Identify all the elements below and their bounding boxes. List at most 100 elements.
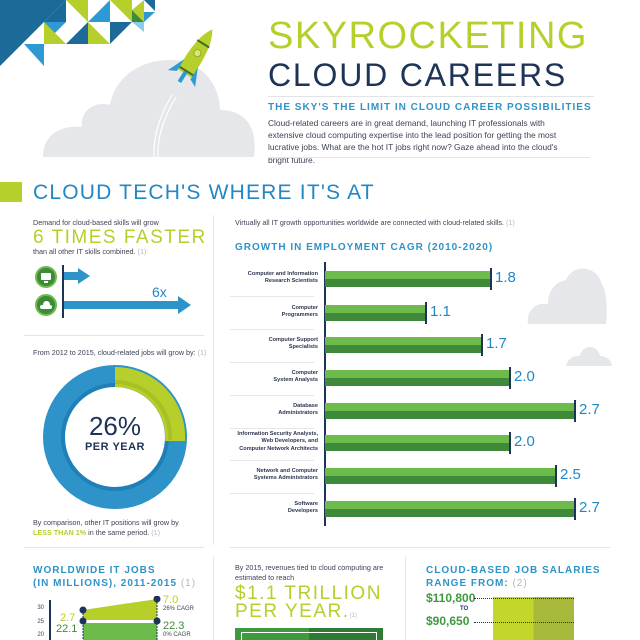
demand-tail-text: than all other IT skills combined. (1) xyxy=(33,247,147,256)
bar-cap xyxy=(509,432,511,454)
rocket-icon xyxy=(167,29,213,88)
revenue-headline-line1: $1.1 TRILLION xyxy=(235,583,382,604)
salary-to-label: TO xyxy=(460,606,469,612)
chart-axis xyxy=(324,262,326,526)
divider xyxy=(268,157,590,158)
row-separator xyxy=(230,395,314,396)
it-jobs-axis xyxy=(49,600,51,640)
bar-label: Database Administrators xyxy=(278,402,318,416)
column-divider xyxy=(213,215,214,545)
donut-value: 26% xyxy=(88,411,142,441)
cloud-decoration xyxy=(566,347,612,366)
bar-row: Computer System Analysts 2.0 xyxy=(230,361,640,393)
bar xyxy=(325,305,425,321)
bar xyxy=(325,435,509,451)
bar-label: Network and Computer Systems Administrato… xyxy=(253,467,318,481)
arrow-label-6x: 6x xyxy=(152,284,167,300)
bar-value: 2.5 xyxy=(560,466,581,483)
bar xyxy=(325,337,481,353)
page-title-line2: CLOUD CAREERS xyxy=(268,57,568,93)
monitor-icon xyxy=(35,266,57,288)
row-separator xyxy=(230,362,314,363)
divider xyxy=(24,547,204,548)
row-separator xyxy=(230,329,314,330)
triangle-pattern-decoration xyxy=(0,0,155,66)
bar-row: Information Security Analysts, Web Develo… xyxy=(230,426,640,458)
growth-donut-chart xyxy=(43,365,187,509)
bar-value: 2.7 xyxy=(579,401,600,418)
row-separator xyxy=(230,493,314,494)
bar-cap xyxy=(555,465,557,487)
bar-value: 1.7 xyxy=(486,335,507,352)
cloud-icon xyxy=(35,294,57,316)
donut-unit: PER YEAR xyxy=(84,441,146,453)
it-jobs-title: WORLDWIDE IT JOBS (IN MILLIONS), 2011-20… xyxy=(33,565,197,589)
bar-row: Software Developers 2.7 xyxy=(230,492,640,524)
bar-label: Computer Programmers xyxy=(281,304,318,318)
bar-cap xyxy=(574,400,576,422)
bar-row: Database Administrators 2.7 xyxy=(230,394,640,426)
salary-low-line xyxy=(474,622,574,623)
bar-label: Computer System Analysts xyxy=(273,369,318,383)
it-jobs-2011-cloud: 2.7 xyxy=(60,612,76,624)
salaries-title: CLOUD-BASED JOB SALARIES RANGE FROM: (2) xyxy=(426,565,601,589)
bar-row: Computer Programmers 1.1 xyxy=(230,296,640,328)
bar-cap xyxy=(481,334,483,356)
page-title-line1: SKYROCKETING xyxy=(268,15,588,57)
it-jobs-2015-cloud: 7.0 xyxy=(163,594,179,606)
bar-label: Computer Support Specialists xyxy=(268,336,318,350)
bar xyxy=(325,271,490,287)
bar-value: 2.0 xyxy=(514,433,535,450)
intro-paragraph: Cloud-related careers are in great deman… xyxy=(268,118,558,165)
row-separator xyxy=(230,460,314,461)
bar-row: Computer and Information Research Scienti… xyxy=(230,262,640,294)
section-marker xyxy=(0,182,22,202)
bar-cap xyxy=(509,367,511,389)
bar-value: 1.1 xyxy=(430,303,451,320)
bar-cap xyxy=(425,302,427,324)
bar xyxy=(325,501,574,517)
section-title: CLOUD TECH'S WHERE IT'S AT xyxy=(33,181,375,204)
bar xyxy=(325,468,555,484)
it-jobs-2015-cloud-note: 26% CAGR xyxy=(163,606,195,612)
it-jobs-yaxis-ticks: 30 25 20 xyxy=(37,605,44,638)
bar xyxy=(325,403,574,419)
donut-comparison-text: By comparison, other IT positions will g… xyxy=(33,518,179,537)
cloud-decoration xyxy=(527,268,607,324)
salary-bar xyxy=(493,597,574,640)
it-jobs-area-chart xyxy=(79,596,161,640)
salary-high-line xyxy=(474,598,574,599)
column-divider xyxy=(213,556,214,640)
it-jobs-2015-other-note: 0% CAGR xyxy=(163,632,191,638)
bar-cap xyxy=(490,268,492,290)
it-jobs-2015-other: 22.3 xyxy=(163,620,185,632)
demand-lead-text: Demand for cloud-based skills will grow xyxy=(33,218,159,227)
bar xyxy=(325,370,509,386)
bar-value: 2.7 xyxy=(579,499,600,516)
demand-headline: 6 TIMES FASTER xyxy=(33,227,207,248)
employment-intro: Virtually all IT growth opportunities wo… xyxy=(235,218,515,227)
row-separator xyxy=(230,296,314,297)
money-bill-icon xyxy=(235,628,383,640)
bar-label: Computer and Information Research Scienti… xyxy=(247,270,318,284)
bar-label: Information Security Analysts, Web Develo… xyxy=(237,431,318,452)
bar-row: Computer Support Specialists 1.7 xyxy=(230,328,640,360)
employment-chart-title: GROWTH IN EMPLOYMENT CAGR (2010-2020) xyxy=(235,242,494,253)
growth-arrows xyxy=(64,268,191,314)
it-jobs-2011-other: 22.1 xyxy=(56,623,78,635)
revenue-lead-text: By 2015, revenues tied to cloud computin… xyxy=(235,563,384,582)
hero-cloud-illustration xyxy=(43,60,255,158)
bar-cap xyxy=(574,498,576,520)
donut-lead-text: From 2012 to 2015, cloud-related jobs wi… xyxy=(33,348,207,357)
arrow-baseline xyxy=(62,265,64,318)
divider xyxy=(24,335,204,336)
bar-label: Software Developers xyxy=(287,500,318,514)
salary-low: $90,650 xyxy=(426,614,470,628)
salary-high: $110,800 xyxy=(426,591,476,605)
bar-value: 2.0 xyxy=(514,368,535,385)
row-separator xyxy=(230,428,314,429)
divider xyxy=(268,96,594,97)
bar-row: Network and Computer Systems Administrato… xyxy=(230,459,640,491)
column-divider xyxy=(405,556,406,640)
revenue-headline-line2: PER YEAR.(1) xyxy=(235,601,357,622)
